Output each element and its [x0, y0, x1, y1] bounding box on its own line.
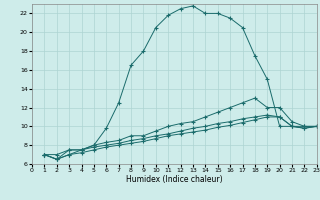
X-axis label: Humidex (Indice chaleur): Humidex (Indice chaleur) — [126, 175, 223, 184]
